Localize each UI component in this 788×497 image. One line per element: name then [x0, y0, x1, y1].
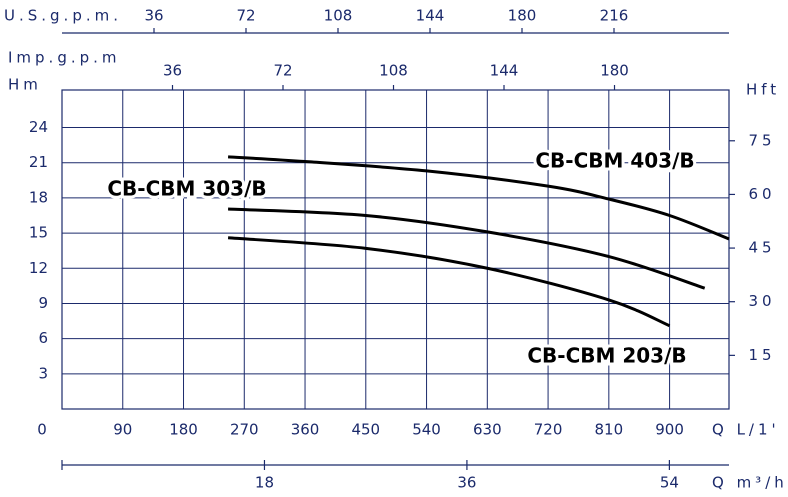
y2-axis-title: Hft	[746, 81, 780, 99]
top-tick-label: 108	[324, 7, 353, 25]
y-tick-label: 9	[38, 294, 48, 312]
bottom-tick-label: 36	[457, 474, 476, 492]
bottom-tick-label: 54	[660, 474, 679, 492]
y-tick-label: 24	[29, 118, 48, 136]
top-tick-label: 216	[600, 7, 629, 25]
top-tick-label: 72	[273, 62, 292, 80]
top-axis-title: U.S.g.p.m.	[4, 7, 122, 25]
x-axis-title: Q L/1'	[712, 421, 780, 439]
top-tick-label: 180	[600, 62, 629, 80]
x-tick-label: 810	[595, 421, 624, 439]
top-tick-label: 108	[379, 62, 408, 80]
y2-tick-label: 30	[748, 292, 775, 310]
top-tick-label: 36	[144, 7, 163, 25]
x-tick-label: 0	[37, 421, 47, 439]
x-tick-label: 360	[291, 421, 320, 439]
curve-label: CB-CBM 203/B	[527, 344, 686, 368]
x-tick-label: 720	[534, 421, 563, 439]
y2-tick-label: 75	[748, 131, 775, 149]
top-tick-label: 144	[490, 62, 519, 80]
top-tick-label: 144	[416, 7, 445, 25]
curve	[227, 155, 730, 241]
top-axis-title: Imp.g.p.m	[8, 49, 121, 67]
curve	[227, 236, 671, 328]
y-tick-label: 21	[29, 153, 48, 171]
y2-tick-label: 60	[748, 185, 775, 203]
curve-label: CB-CBM 403/B	[535, 149, 694, 173]
x-tick-label: 630	[473, 421, 502, 439]
curve-label: CB-CBM 303/B	[107, 177, 266, 201]
x-tick-label: 900	[655, 421, 684, 439]
curve	[228, 207, 706, 290]
y2-tick-label: 45	[748, 239, 775, 257]
x-tick-label: 90	[113, 421, 132, 439]
y-tick-label: 18	[29, 188, 48, 206]
y-tick-label: 12	[29, 259, 48, 277]
y-tick-label: 3	[38, 364, 48, 382]
y-tick-label: 6	[38, 329, 48, 347]
plot-frame	[61, 89, 730, 410]
y2-tick-label: 15	[748, 346, 775, 364]
x-tick-label: 450	[351, 421, 380, 439]
bottom-axis-title: Q m³/h	[712, 474, 788, 492]
x-tick-label: 540	[412, 421, 441, 439]
y-axis-title: Hm	[8, 76, 42, 94]
y-tick-label: 15	[29, 224, 48, 242]
x-tick-label: 270	[230, 421, 259, 439]
x-tick-label: 180	[169, 421, 198, 439]
top-tick-label: 36	[163, 62, 182, 80]
top-tick-label: 72	[236, 7, 255, 25]
top-tick-label: 180	[508, 7, 537, 25]
bottom-tick-label: 18	[255, 474, 274, 492]
